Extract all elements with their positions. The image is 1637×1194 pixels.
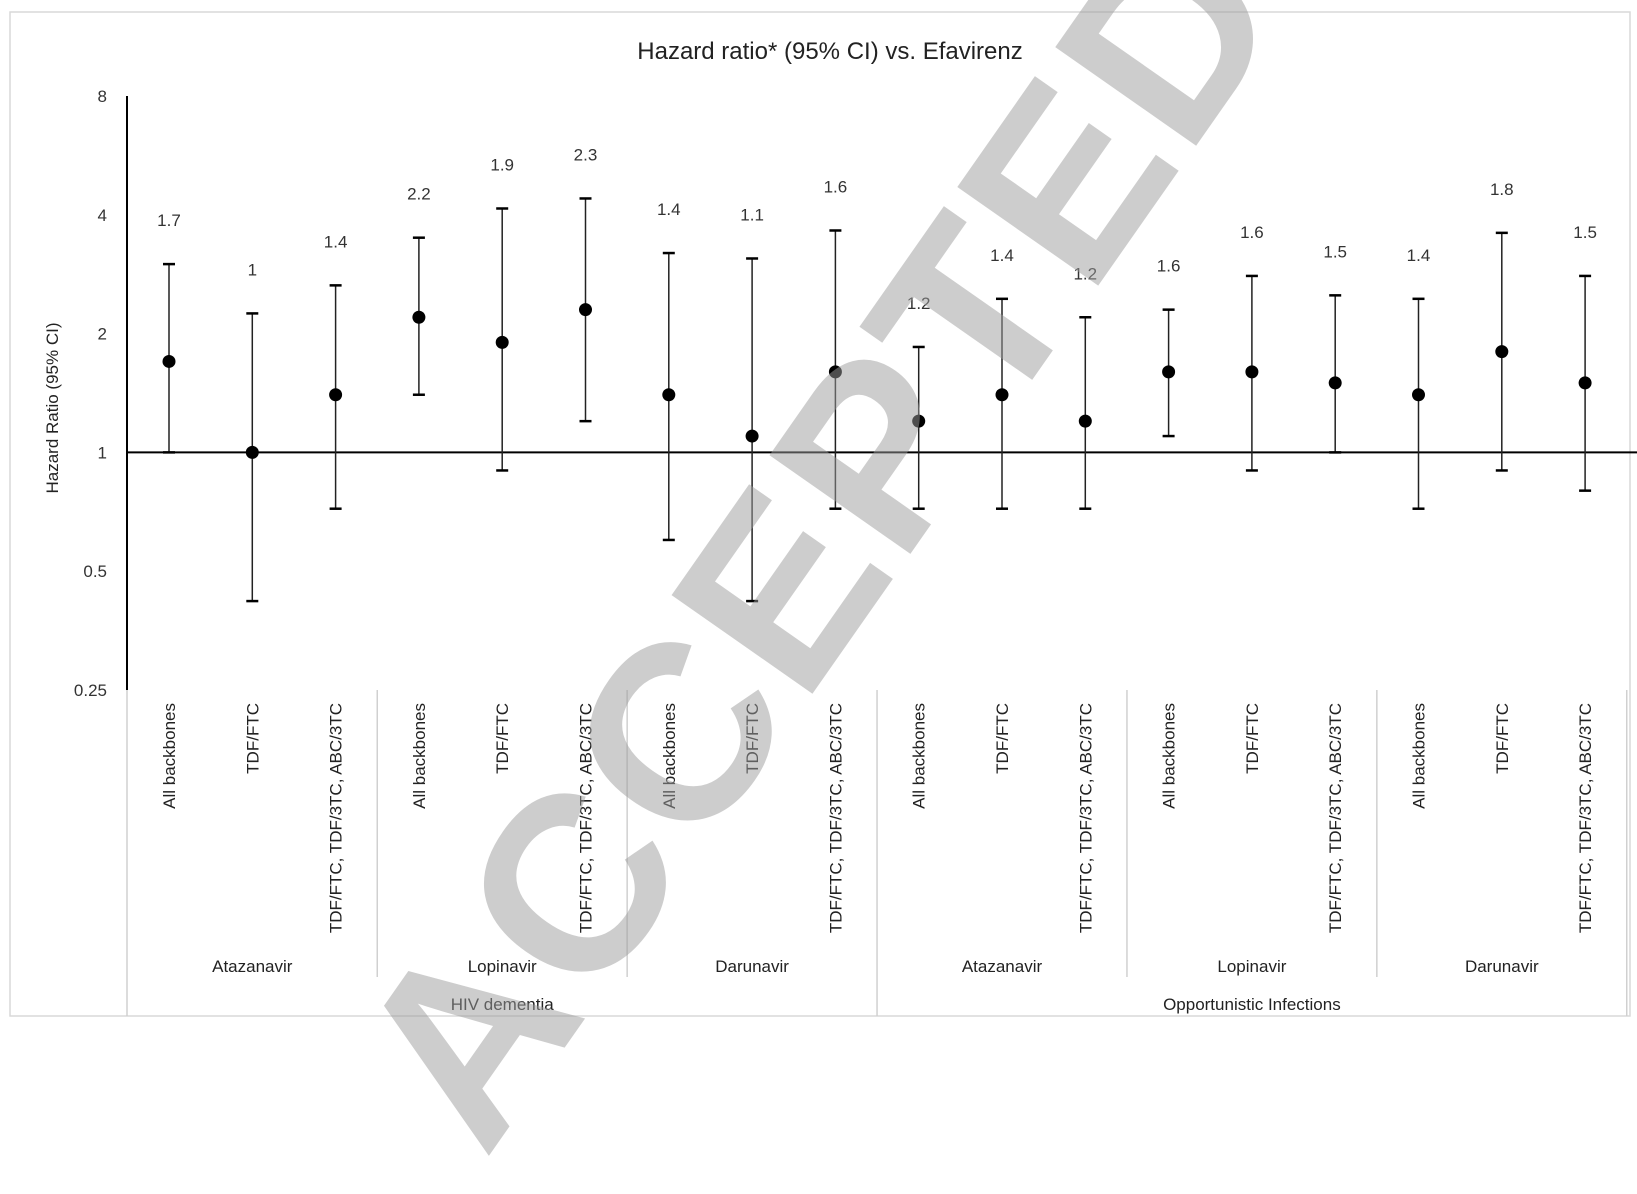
x-tick-label: TDF/FTC <box>493 703 512 774</box>
hazard-ratio-point <box>828 365 842 379</box>
hazard-ratio-point <box>579 303 592 317</box>
x-tick-label: All backbones <box>660 703 679 809</box>
x-tick-label: TDF/FTC <box>243 703 262 774</box>
x-tick-label: TDF/FTC, TDF/3TC, ABC/3TC <box>327 703 346 933</box>
hazard-ratio-point <box>1495 345 1509 359</box>
y-tick-label: 0.5 <box>83 562 107 581</box>
data-label: 1.2 <box>1073 264 1097 283</box>
data-label: 1.6 <box>1240 223 1264 242</box>
x-tick-label: TDF/FTC <box>1243 703 1262 774</box>
data-label: 2.3 <box>574 145 598 164</box>
y-tick-label: 1 <box>98 443 107 462</box>
drug-group-label: Atazanavir <box>212 957 293 976</box>
hazard-ratio-point <box>495 335 509 349</box>
x-tick-label: TDF/FTC <box>1493 703 1512 774</box>
x-tick-label: All backbones <box>160 703 179 809</box>
hazard-ratio-point <box>662 388 676 402</box>
hazard-ratio-point <box>412 310 426 324</box>
x-tick-label: All backbones <box>1410 703 1429 809</box>
data-label: 1.6 <box>824 177 848 196</box>
data-label: 1.1 <box>740 205 764 224</box>
hazard-ratio-point <box>245 445 259 459</box>
data-label: 1 <box>248 260 257 279</box>
x-axis: All backbones TDF/FTC TDF/FTC, TDF/3TC, AB… <box>126 690 1628 1016</box>
x-tick-label: TDF/FTC, TDF/3TC, ABC/3TC <box>826 703 845 933</box>
x-tick-label: All backbones <box>1160 703 1179 809</box>
drug-group-label: Darunavir <box>715 957 789 976</box>
hazard-ratio-point <box>1578 376 1592 390</box>
hazard-ratio-point <box>912 414 926 428</box>
x-tick-label: All backbones <box>910 703 929 809</box>
data-label: 1.5 <box>1323 242 1347 261</box>
x-tick-label: TDF/FTC <box>743 703 762 774</box>
data-label: 1.4 <box>990 246 1014 265</box>
data-marks: 1.7 1 1.4 2.2 1.9 2.3 1.4 1.1 1.6 1.2 1.4 1.2 1.6 1.6… <box>157 145 1597 603</box>
data-label: 1.4 <box>657 200 681 219</box>
data-label: 1.6 <box>1157 257 1181 276</box>
drug-group-label: Atazanavir <box>962 957 1043 976</box>
hazard-ratio-point <box>1162 365 1176 379</box>
hazard-ratio-point <box>1328 376 1342 390</box>
y-tick-label: 4 <box>98 206 107 225</box>
hazard-ratio-point <box>1245 365 1259 379</box>
forest-plot: Hazard ratio* (95% CI) vs. Efavirenz Haz… <box>9 11 1637 1017</box>
y-axis-label: Hazard Ratio (95% CI) <box>43 322 62 493</box>
x-tick-label: TDF/FTC, TDF/3TC, ABC/3TC <box>1576 703 1595 933</box>
y-tick-label: 2 <box>98 325 107 344</box>
data-label: 1.7 <box>157 211 181 230</box>
data-label: 1.2 <box>907 294 931 313</box>
x-tick-label: TDF/FTC, TDF/3TC, ABC/3TC <box>1076 703 1095 933</box>
x-tick-label: TDF/FTC, TDF/3TC, ABC/3TC <box>1326 703 1345 933</box>
chart-border <box>9 11 1631 1017</box>
x-tick-label: TDF/FTC, TDF/3TC, ABC/3TC <box>577 703 596 933</box>
data-label: 1.4 <box>1407 246 1431 265</box>
data-label: 2.2 <box>407 185 431 204</box>
data-label: 1.5 <box>1573 223 1597 242</box>
data-label: 1.9 <box>490 155 514 174</box>
hazard-ratio-point <box>1412 388 1425 402</box>
x-tick-label: TDF/FTC <box>993 703 1012 774</box>
drug-group-label: Lopinavir <box>1217 957 1286 976</box>
data-label: 1.8 <box>1490 180 1514 199</box>
drug-group-label: Darunavir <box>1465 957 1539 976</box>
hazard-ratio-point <box>745 429 759 443</box>
hazard-ratio-point <box>1078 414 1092 428</box>
outcome-group-label: HIV dementia <box>451 995 555 1014</box>
hazard-ratio-point <box>162 354 176 368</box>
chart-title: Hazard ratio* (95% CI) vs. Efavirenz <box>637 38 1022 65</box>
hazard-ratio-point <box>329 388 343 402</box>
x-tick-label: All backbones <box>410 703 429 809</box>
data-label: 1.4 <box>324 232 348 251</box>
y-tick-label: 8 <box>98 87 107 106</box>
y-tick-label: 0.25 <box>74 681 107 700</box>
drug-group-label: Lopinavir <box>468 957 537 976</box>
outcome-group-label: Opportunistic Infections <box>1163 995 1341 1014</box>
y-axis: 0.25 0.5 1 2 4 8 <box>74 87 1637 700</box>
hazard-ratio-point <box>995 388 1009 402</box>
